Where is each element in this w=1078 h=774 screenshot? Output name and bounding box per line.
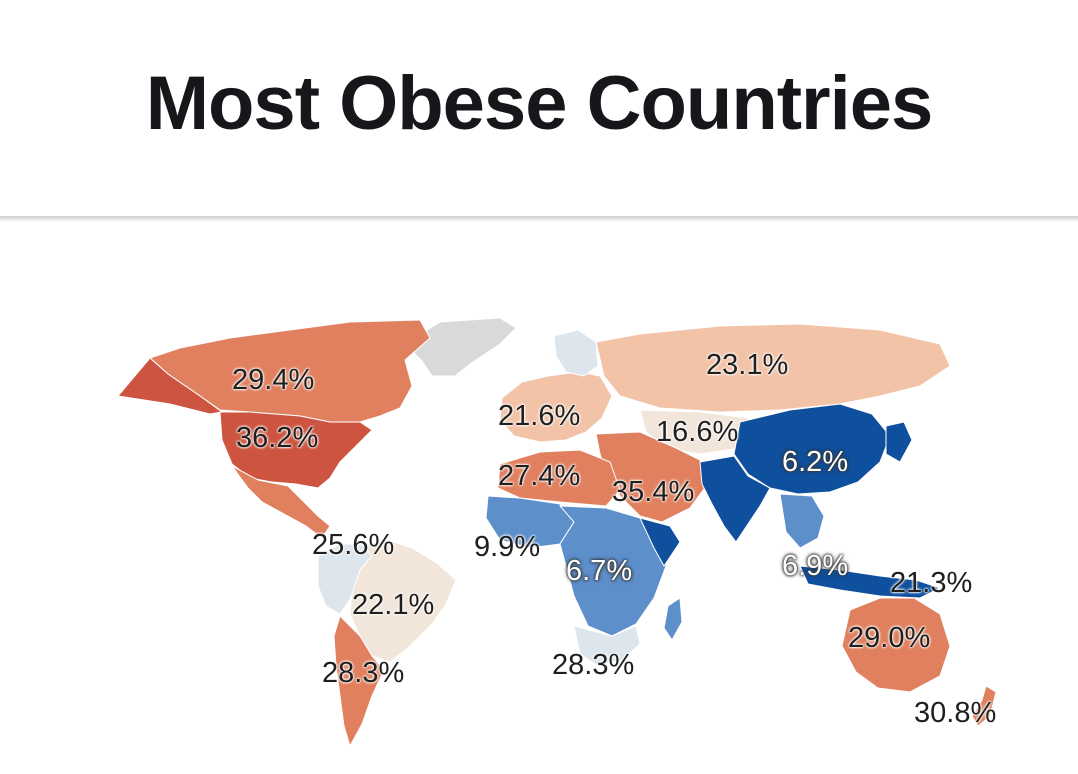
label-central-asia: 16.6% (656, 416, 739, 448)
label-china: 6.2% (782, 446, 849, 478)
region-indonesia[interactable] (799, 565, 942, 599)
label-argentina: 28.3% (322, 657, 405, 689)
region-india[interactable] (699, 455, 771, 543)
header-divider (0, 216, 1078, 222)
label-brazil: 22.1% (352, 589, 435, 621)
region-brazil[interactable] (349, 539, 457, 663)
region-europe[interactable] (499, 371, 613, 443)
label-europe: 21.6% (498, 400, 581, 432)
label-west-africa: 9.9% (474, 531, 541, 563)
region-japan[interactable] (885, 421, 913, 463)
region-north-africa[interactable] (497, 449, 621, 507)
region-mexico[interactable] (231, 465, 331, 539)
label-russia: 23.1% (706, 349, 789, 381)
label-australia: 29.0% (848, 622, 931, 654)
label-central-america: 25.6% (312, 529, 395, 561)
region-east-africa[interactable] (639, 517, 681, 567)
label-central-africa: 6.7% (566, 555, 633, 587)
page-title: Most Obese Countries (145, 61, 934, 146)
region-russia[interactable] (595, 323, 951, 413)
region-greenland[interactable] (404, 317, 517, 377)
label-new-zealand: 30.8% (914, 697, 997, 729)
region-scandinavia[interactable] (553, 329, 599, 377)
region-china[interactable] (733, 403, 891, 495)
region-argentina-chile[interactable] (333, 615, 385, 748)
label-usa: 36.2% (236, 422, 319, 454)
label-canada: 29.4% (232, 364, 315, 396)
region-alaska[interactable] (117, 357, 224, 415)
region-madagascar[interactable] (663, 597, 683, 641)
label-papua-new-guinea: 21.3% (890, 567, 973, 599)
world-map[interactable]: 29.4% 36.2% 25.6% 22.1% 28.3% 21.6% 23.1… (0, 226, 1078, 774)
label-southeast-asia: 6.9% (782, 550, 849, 582)
world-map-svg (117, 317, 997, 748)
region-new-zealand[interactable] (971, 685, 997, 727)
label-southern-africa: 28.3% (552, 649, 635, 681)
region-australia[interactable] (841, 597, 951, 693)
label-north-africa: 27.4% (498, 460, 581, 492)
region-southern-africa[interactable] (573, 625, 641, 667)
region-southeast-asia[interactable] (779, 493, 825, 549)
label-middle-east: 35.4% (612, 476, 695, 508)
